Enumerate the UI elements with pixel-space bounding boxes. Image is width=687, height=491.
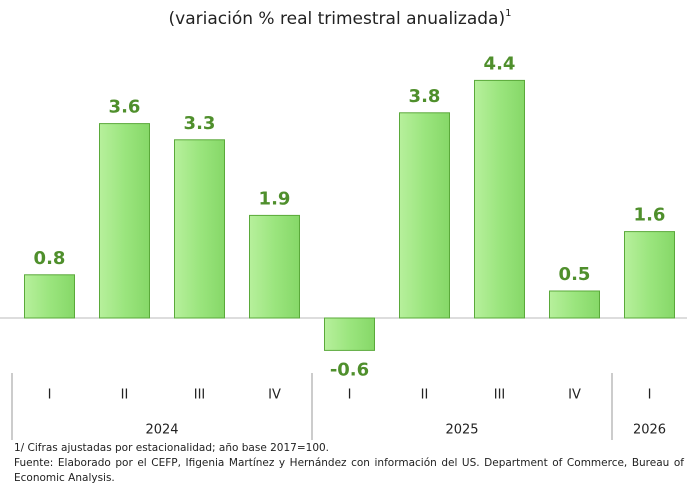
bar <box>624 231 675 319</box>
x-tick-label: I <box>648 388 652 403</box>
bar <box>174 139 225 319</box>
chart-title: (variación % real trimestral anualizada)… <box>169 8 512 29</box>
title-superscript: 1 <box>505 8 511 19</box>
notes: 1/ Cifras ajustadas por estacionalidad; … <box>14 441 684 486</box>
bar <box>399 112 450 319</box>
data-label: 3.8 <box>409 86 441 107</box>
bar <box>474 79 525 319</box>
x-tick-label: I <box>348 388 352 403</box>
data-label: -0.6 <box>330 359 369 380</box>
data-label: 1.9 <box>259 188 291 209</box>
x-tick-label: III <box>194 388 206 403</box>
data-label: 4.4 <box>484 53 516 74</box>
bar <box>249 214 300 319</box>
data-label: 0.5 <box>559 264 591 285</box>
footnote: 1/ Cifras ajustadas por estacionalidad; … <box>14 442 330 454</box>
x-tick-label: II <box>421 388 429 403</box>
group-label: 2026 <box>633 423 666 438</box>
bar <box>324 317 375 351</box>
group-label: 2025 <box>445 423 478 438</box>
x-tick-label: I <box>48 388 52 403</box>
title: (variación % real trimestral anualizada) <box>169 9 506 29</box>
data-label: 3.3 <box>184 113 216 134</box>
footnote: Fuente: Elaborado por el CEFP, Ifigenia … <box>14 457 684 484</box>
x-tick-label: II <box>121 388 129 403</box>
x-tick-label: III <box>494 388 506 403</box>
x-tick-label: IV <box>268 388 281 403</box>
chart: (variación % real trimestral anualizada)… <box>0 8 687 440</box>
data-label: 0.8 <box>34 248 66 269</box>
bar <box>549 290 600 319</box>
data-label: 1.6 <box>634 205 666 226</box>
bar <box>99 123 150 319</box>
bar <box>24 274 75 319</box>
group-label: 2024 <box>145 423 178 438</box>
x-tick-label: IV <box>568 388 581 403</box>
data-label: 3.6 <box>109 97 141 118</box>
